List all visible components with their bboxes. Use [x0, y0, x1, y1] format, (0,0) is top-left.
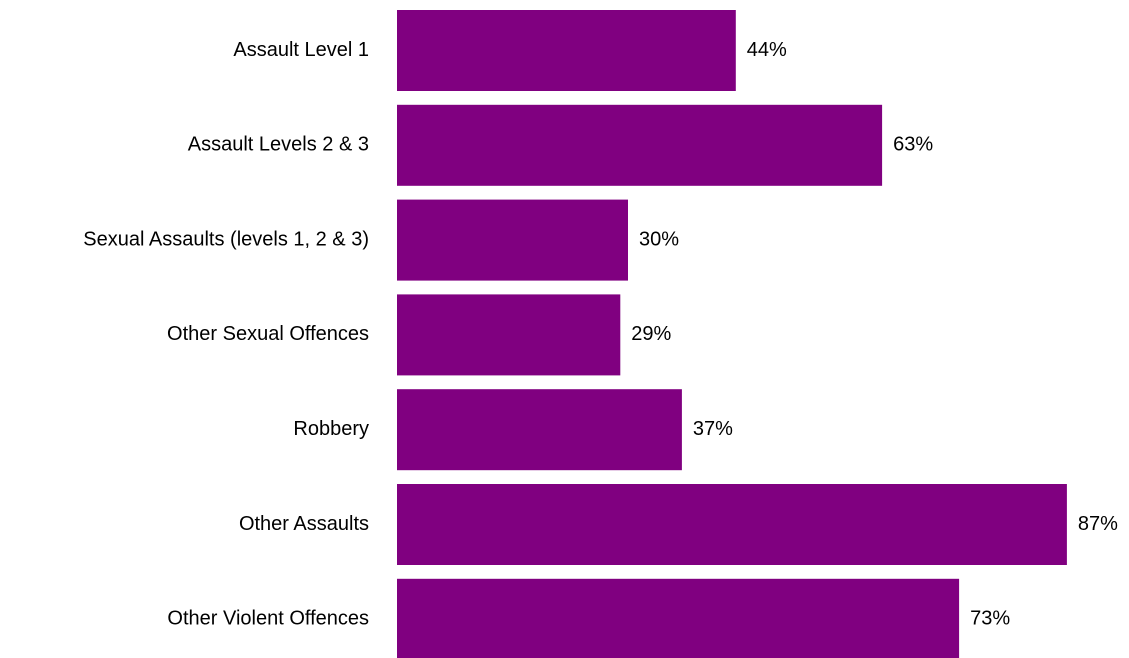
bar-2: [397, 199, 628, 281]
bar-5: [397, 484, 1067, 565]
value-label: 37%: [693, 418, 733, 440]
bar-6: [397, 578, 960, 658]
bar-0: [397, 10, 736, 91]
bar-1: [397, 104, 883, 186]
bar-3: [397, 294, 621, 376]
value-label: 30%: [639, 228, 679, 250]
category-label: Assault Level 1: [233, 39, 369, 61]
value-label: 87%: [1078, 513, 1118, 535]
value-label: 44%: [747, 39, 787, 61]
category-label: Other Violent Offences: [167, 608, 369, 630]
value-label: 73%: [970, 608, 1010, 630]
bars-group: [397, 10, 1067, 658]
category-label: Sexual Assaults (levels 1, 2 & 3): [83, 228, 369, 250]
category-label: Assault Levels 2 & 3: [188, 134, 369, 156]
category-label: Other Assaults: [239, 513, 369, 535]
category-label: Other Sexual Offences: [167, 323, 369, 345]
bar-4: [397, 389, 682, 471]
value-label: 29%: [631, 323, 671, 345]
category-label: Robbery: [293, 418, 369, 440]
value-labels-group: 44% 63% 30% 29% 37% 87% 73%: [631, 39, 1118, 630]
value-label: 63%: [893, 134, 933, 156]
category-labels-group: Assault Level 1 Assault Levels 2 & 3 Sexua…: [83, 39, 369, 630]
